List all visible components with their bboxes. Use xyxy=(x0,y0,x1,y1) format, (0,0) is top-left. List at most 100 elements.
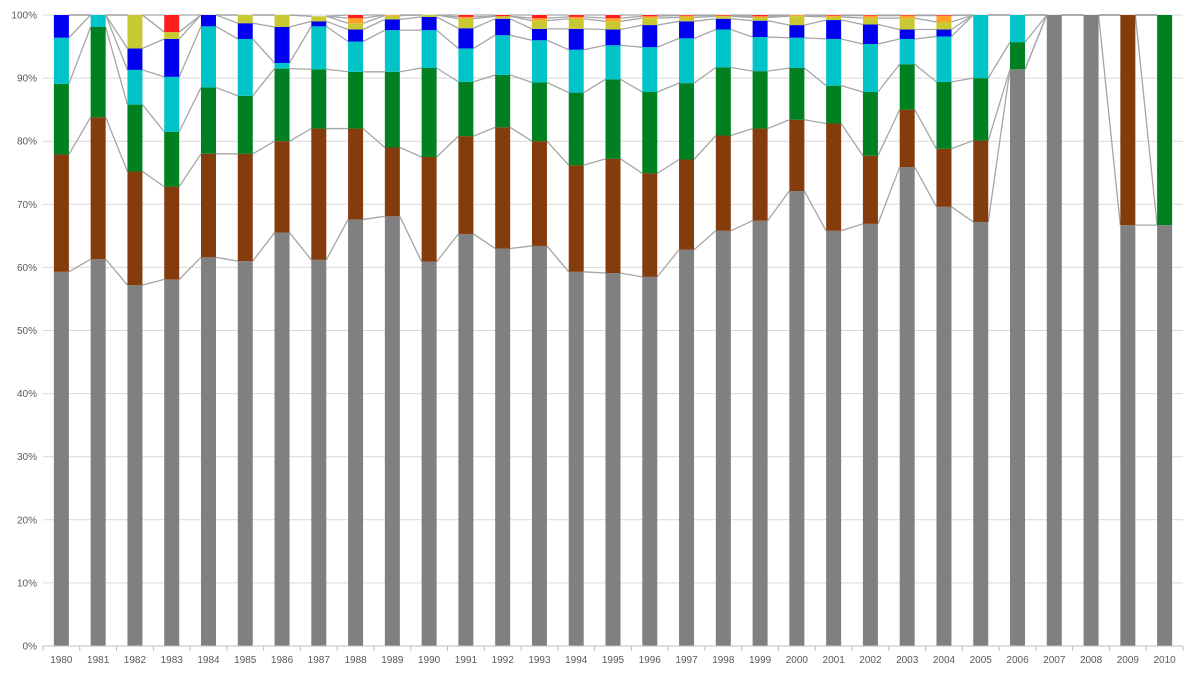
series-line-segment xyxy=(326,14,349,17)
series-line-segment xyxy=(693,28,717,39)
bar-segment xyxy=(311,21,327,27)
series-line-segment xyxy=(951,14,974,23)
bar-segment xyxy=(531,15,547,19)
bar-segment xyxy=(826,15,842,17)
series-line-segment xyxy=(68,26,92,85)
bar-segment xyxy=(936,21,952,30)
bar-segment xyxy=(605,45,621,80)
bar-segment xyxy=(789,37,805,69)
bar-segment xyxy=(715,230,731,646)
series-line-segment xyxy=(510,15,533,19)
bar-segment xyxy=(826,20,842,39)
series-line-segment xyxy=(399,16,422,21)
bar-segment xyxy=(53,271,69,646)
x-tick-label: 2005 xyxy=(970,655,993,666)
bar-segment xyxy=(752,128,768,221)
series-line-segment xyxy=(473,15,496,18)
series-line-segment xyxy=(325,25,349,43)
series-line-segment xyxy=(951,139,974,150)
series-line-segment xyxy=(252,22,275,28)
series-line-segment xyxy=(987,41,1011,79)
series-line-segment xyxy=(436,67,459,83)
bar-segment xyxy=(348,41,364,72)
bar-segment xyxy=(421,156,437,262)
series-line-segment xyxy=(767,15,790,19)
bar-segment xyxy=(605,29,621,46)
bar-segment xyxy=(605,158,621,274)
bar-segment xyxy=(862,18,878,25)
x-tick-label: 1988 xyxy=(344,655,367,666)
series-line-segment xyxy=(914,35,937,40)
bar-segment xyxy=(679,159,695,250)
bar-segment xyxy=(715,15,731,17)
bar-segment xyxy=(605,273,621,646)
bar-segment xyxy=(752,71,768,129)
series-line-segment xyxy=(141,104,165,133)
x-tick-label: 1983 xyxy=(161,655,184,666)
bar-segment xyxy=(936,81,952,149)
series-line-segment xyxy=(620,44,643,48)
x-tick-label: 1989 xyxy=(381,655,404,666)
bar-segment xyxy=(200,87,216,154)
series-line-segment xyxy=(68,116,92,155)
bar-segment xyxy=(90,15,106,27)
bar-segment xyxy=(936,29,952,37)
series-line-segment xyxy=(68,14,92,39)
bar-segment xyxy=(495,248,511,646)
bar-segment xyxy=(752,16,768,18)
bar-segment xyxy=(421,15,437,17)
bar-segment xyxy=(862,24,878,45)
bar-segment xyxy=(642,276,658,646)
series-line-segment xyxy=(252,68,276,97)
series-line-segment xyxy=(252,140,275,155)
bar-segment xyxy=(679,15,695,16)
series-line-segment xyxy=(325,219,349,261)
bar-segment xyxy=(164,76,180,132)
bar-segment xyxy=(1120,225,1136,647)
bar-segment xyxy=(642,16,658,19)
series-line-segment xyxy=(914,109,938,150)
series-line-segment xyxy=(657,16,680,19)
series-line-segment xyxy=(583,78,606,94)
series-line-segment xyxy=(399,67,422,73)
bar-segment xyxy=(679,83,695,160)
x-tick-label: 1987 xyxy=(308,655,331,666)
series-line-segment xyxy=(951,14,974,31)
bar-segment xyxy=(164,38,180,77)
bar-segment xyxy=(348,15,364,19)
series-line-segment xyxy=(362,215,385,221)
x-tick-label: 1990 xyxy=(418,655,441,666)
series-line-segment xyxy=(730,28,753,38)
bar-segment xyxy=(531,20,547,29)
series-line-segment xyxy=(326,15,349,24)
series-line-segment xyxy=(914,63,937,83)
bar-segment xyxy=(348,18,364,24)
bar-segment xyxy=(458,136,474,234)
bar-segment xyxy=(53,83,69,155)
series-line-segment xyxy=(362,15,386,24)
x-tick-label: 1980 xyxy=(50,655,73,666)
bar-segment xyxy=(458,28,474,49)
bar-segment xyxy=(899,29,915,39)
bar-segment xyxy=(53,154,69,272)
series-line-segment xyxy=(730,66,753,72)
bar-segment xyxy=(458,48,474,82)
bar-segment xyxy=(862,44,878,92)
x-tick-label: 2010 xyxy=(1153,655,1176,666)
series-line-segment xyxy=(178,14,202,40)
bar-segment xyxy=(164,279,180,646)
bar-segment xyxy=(826,38,842,86)
bar-segment xyxy=(53,37,69,84)
series-line-segment xyxy=(510,245,533,250)
bar-segment xyxy=(899,38,915,65)
bar-segment xyxy=(90,26,106,118)
series-line-segment xyxy=(178,26,202,78)
x-tick-label: 1997 xyxy=(675,655,698,666)
bar-segment xyxy=(90,259,106,646)
x-tick-label: 2003 xyxy=(896,655,919,666)
series-line-segment xyxy=(1024,14,1048,43)
series-line-segment xyxy=(583,44,606,51)
series-line-segment xyxy=(767,190,790,222)
series-line-segment xyxy=(620,158,643,174)
series-line-segment xyxy=(583,158,606,166)
